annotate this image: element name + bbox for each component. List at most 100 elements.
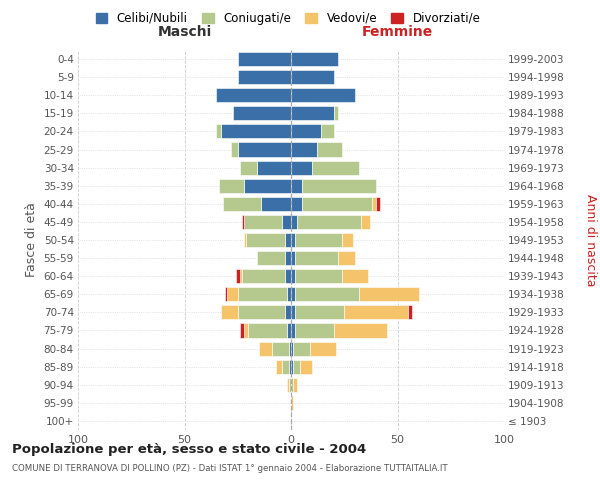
Bar	[244, 233, 246, 247]
Bar	[291, 233, 295, 247]
Bar	[284, 306, 291, 320]
Bar	[218, 178, 244, 193]
Legend: Celibi/Nubili, Coniugati/e, Vedovi/e, Divorziati/e: Celibi/Nubili, Coniugati/e, Vedovi/e, Di…	[92, 8, 484, 28]
Bar	[291, 70, 334, 84]
Bar	[244, 215, 283, 229]
Bar	[257, 251, 284, 265]
Bar	[225, 287, 227, 302]
Y-axis label: Fasce di età: Fasce di età	[25, 202, 38, 278]
Bar	[295, 287, 359, 302]
Bar	[291, 215, 298, 229]
Bar	[295, 233, 342, 247]
Bar	[291, 360, 293, 374]
Bar	[291, 142, 317, 156]
Bar	[313, 160, 359, 174]
Bar	[342, 233, 353, 247]
Bar	[287, 287, 291, 302]
Bar	[342, 269, 368, 283]
Bar	[334, 106, 338, 120]
Bar	[295, 306, 344, 320]
Bar	[232, 142, 238, 156]
Bar	[236, 269, 240, 283]
Bar	[289, 342, 291, 355]
Text: COMUNE DI TERRANOVA DI POLLINO (PZ) - Dati ISTAT 1° gennaio 2004 - Elaborazione : COMUNE DI TERRANOVA DI POLLINO (PZ) - Da…	[12, 464, 448, 473]
Bar	[302, 197, 372, 211]
Bar	[242, 269, 284, 283]
Bar	[227, 287, 238, 302]
Bar	[291, 306, 295, 320]
Bar	[238, 70, 291, 84]
Bar	[233, 106, 291, 120]
Bar	[293, 360, 299, 374]
Bar	[276, 360, 283, 374]
Bar	[344, 306, 408, 320]
Bar	[259, 342, 272, 355]
Bar	[291, 88, 355, 102]
Bar	[372, 197, 376, 211]
Bar	[284, 251, 291, 265]
Bar	[240, 160, 257, 174]
Bar	[244, 178, 291, 193]
Bar	[244, 324, 248, 338]
Bar	[240, 324, 244, 338]
Bar	[295, 324, 334, 338]
Bar	[221, 306, 238, 320]
Bar	[295, 269, 342, 283]
Bar	[287, 378, 289, 392]
Bar	[295, 251, 338, 265]
Bar	[291, 160, 313, 174]
Bar	[246, 233, 284, 247]
Bar	[291, 52, 338, 66]
Bar	[257, 160, 291, 174]
Bar	[334, 324, 387, 338]
Bar	[284, 233, 291, 247]
Text: Femmine: Femmine	[362, 25, 433, 39]
Y-axis label: Anni di nascita: Anni di nascita	[584, 194, 598, 286]
Bar	[287, 324, 291, 338]
Bar	[361, 215, 370, 229]
Bar	[284, 269, 291, 283]
Bar	[291, 124, 321, 138]
Bar	[321, 124, 334, 138]
Bar	[299, 360, 312, 374]
Bar	[238, 52, 291, 66]
Bar	[248, 324, 287, 338]
Bar	[223, 197, 261, 211]
Bar	[238, 306, 284, 320]
Bar	[291, 324, 295, 338]
Bar	[338, 251, 355, 265]
Bar	[240, 269, 242, 283]
Bar	[293, 378, 298, 392]
Bar	[291, 251, 295, 265]
Bar	[302, 178, 376, 193]
Bar	[359, 287, 419, 302]
Bar	[289, 378, 291, 392]
Bar	[408, 306, 412, 320]
Bar	[291, 287, 295, 302]
Bar	[291, 378, 293, 392]
Bar	[221, 124, 291, 138]
Bar	[261, 197, 291, 211]
Bar	[317, 142, 342, 156]
Bar	[298, 215, 361, 229]
Bar	[291, 178, 302, 193]
Bar	[283, 215, 291, 229]
Bar	[283, 360, 289, 374]
Bar	[272, 342, 289, 355]
Bar	[217, 88, 291, 102]
Bar	[376, 197, 380, 211]
Bar	[291, 106, 334, 120]
Bar	[242, 215, 244, 229]
Bar	[217, 124, 221, 138]
Bar	[310, 342, 336, 355]
Text: Popolazione per età, sesso e stato civile - 2004: Popolazione per età, sesso e stato civil…	[12, 442, 366, 456]
Bar	[289, 360, 291, 374]
Bar	[293, 342, 310, 355]
Bar	[291, 342, 293, 355]
Bar	[291, 269, 295, 283]
Bar	[238, 287, 287, 302]
Bar	[291, 396, 293, 410]
Text: Maschi: Maschi	[157, 25, 212, 39]
Bar	[238, 142, 291, 156]
Bar	[291, 197, 302, 211]
